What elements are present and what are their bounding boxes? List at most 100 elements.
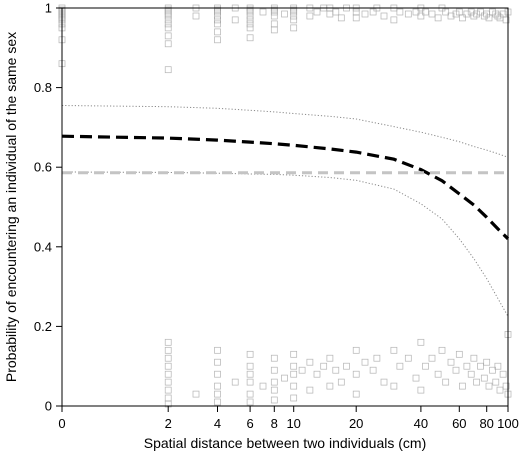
data-point [459,382,466,390]
x-axis-ticks: 0 2 4 6 8 10 20 40 60 80 100 [58,406,519,431]
data-point [380,378,388,386]
fitted-lines [61,105,510,317]
data-point [281,10,288,18]
x-tick-label: 4 [214,416,221,431]
data-point [290,362,298,370]
data-point [164,66,172,74]
data-point [214,16,221,24]
data-point [231,378,239,386]
data-point [473,10,480,18]
data-point [164,370,172,378]
data-point [290,350,298,358]
y-tick-label: 0.4 [34,239,52,254]
data-point [422,8,429,16]
data-point [246,362,254,370]
x-tick-label: 6 [246,416,253,431]
data-point [246,16,254,24]
data-point [352,390,360,398]
data-point [373,354,381,362]
data-point [259,382,267,390]
data-point [164,8,172,16]
data-point [326,382,334,390]
data-point [467,370,475,378]
data-point [477,8,484,16]
data-point [361,10,369,18]
data-point [214,12,221,20]
data-point [214,382,221,390]
data-point [480,12,488,20]
x-tick-label: 60 [452,416,466,431]
data-point [463,10,471,18]
data-point [270,366,278,374]
data-point [246,24,254,32]
data-point [428,10,436,18]
data-point [483,10,491,18]
data-point [214,370,221,378]
data-point [192,390,200,398]
data-point [246,8,254,16]
data-point [361,358,369,366]
x-tick-label: 0 [58,416,65,431]
data-point [306,12,314,20]
data-point [290,382,298,390]
data-point [164,20,172,28]
data-point [492,10,500,18]
data-point [412,374,420,382]
data-point [313,370,321,378]
data-point [270,12,278,20]
x-axis-label: Spatial distance between two individuals… [144,435,426,451]
data-point [422,362,429,370]
data-point [485,382,493,390]
data-point [164,346,172,354]
data-point [396,362,404,370]
data-point [270,396,278,404]
data-point [473,378,480,386]
data-point [306,386,314,394]
data-point [164,24,172,32]
data-point [463,362,471,370]
data-point [412,8,420,16]
data-point [214,346,221,354]
data-point [447,358,455,366]
data-point [192,12,200,20]
data-point [483,358,491,366]
data-point [496,386,504,394]
data-point [214,398,221,406]
data-point [502,16,510,24]
data-point [214,358,221,366]
data-point [270,8,278,16]
data-point [306,358,314,366]
data-point [313,8,321,16]
y-axis-label: Probability of encountering an individua… [3,32,19,382]
data-point [502,382,510,390]
data-point [332,8,340,16]
data-point [246,378,254,386]
x-tick-label: 10 [286,416,300,431]
data-point [164,362,172,370]
data-point [270,378,278,386]
data-point [428,354,436,362]
data-point [164,10,172,18]
y-axis-ticks: 0 0.2 0.4 0.6 0.8 1 [34,1,62,414]
data-point [380,12,388,20]
data-point [290,394,298,402]
data-point [164,16,172,24]
data-point [246,390,254,398]
data-point [246,12,254,20]
data-point [352,8,360,16]
data-point [417,12,425,20]
lower-confidence-line [61,171,509,317]
data-point [390,382,398,390]
data-point [352,370,360,378]
data-point [214,8,221,16]
data-point [459,14,466,22]
data-point [164,12,172,20]
y-tick-label: 0.2 [34,319,52,334]
data-point [290,16,298,24]
data-point [480,374,488,382]
data-point [369,8,377,16]
data-point [164,40,172,48]
data-point [281,374,288,382]
data-point [343,362,350,370]
